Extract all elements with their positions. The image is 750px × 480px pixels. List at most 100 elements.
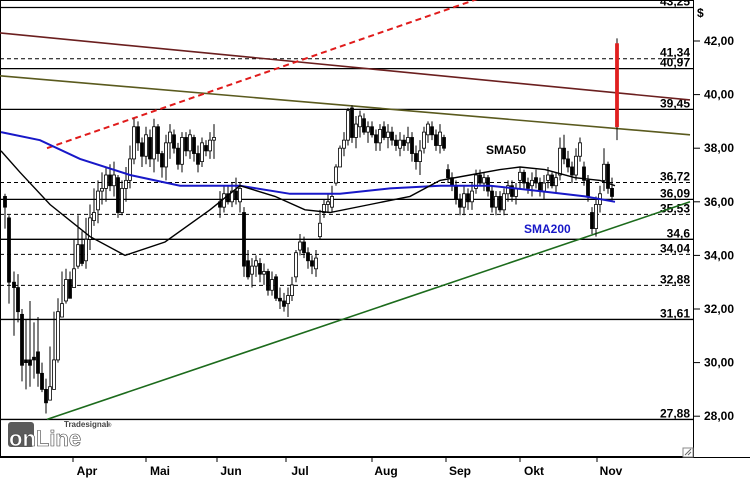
candle-body — [550, 174, 554, 187]
candle-body — [24, 359, 28, 364]
candle-body — [566, 158, 570, 168]
candle-body — [482, 177, 486, 184]
candle-body — [184, 137, 188, 152]
x-tick-label: Nov — [600, 464, 623, 478]
candle-body — [570, 166, 574, 176]
candle-body — [590, 212, 594, 230]
candle-body — [180, 137, 184, 165]
trend-line-dashed-red — [46, 0, 478, 150]
candle-body — [438, 131, 442, 146]
trend-line-support — [46, 201, 691, 421]
candle-body — [594, 204, 598, 229]
candle-body — [418, 150, 422, 163]
candle-body — [44, 388, 48, 404]
candle-body — [522, 171, 526, 184]
candle-body — [274, 276, 278, 299]
candle-body — [132, 126, 136, 160]
candle-body — [498, 196, 502, 211]
sma50-label: SMA50 — [486, 143, 526, 157]
price-levels: 43,2541,3440,9739,4536,7236,0935,5334,63… — [0, 0, 693, 420]
candle-body — [582, 166, 586, 181]
candle-body — [172, 134, 176, 149]
candle-body — [136, 126, 140, 144]
svg-text:Tradesignal: Tradesignal — [64, 420, 108, 429]
candle-body — [434, 134, 438, 146]
candle-body — [358, 115, 362, 128]
trend-line-resistance-lower — [0, 75, 691, 136]
y-tick-label: 36,00 — [704, 195, 734, 209]
candle-body — [386, 131, 390, 138]
candle-body — [490, 190, 494, 208]
candle-body — [586, 179, 590, 197]
candle-body — [20, 313, 24, 366]
candle-body — [454, 185, 458, 200]
candle-body — [502, 193, 506, 211]
candle-body — [52, 359, 56, 390]
candle-body — [72, 268, 76, 288]
candle-body — [88, 217, 92, 240]
x-tick-label: Apr — [77, 464, 98, 478]
y-tick-label: 42,00 — [704, 34, 734, 48]
candle-body — [152, 126, 156, 160]
candle-body — [342, 139, 346, 149]
candle-body — [615, 43, 619, 128]
candle-body — [506, 185, 510, 195]
candle-body — [168, 131, 172, 144]
candle-body — [578, 142, 582, 157]
candle-body — [538, 182, 542, 192]
candle-body — [402, 139, 406, 146]
level-label: 32,88 — [660, 272, 690, 286]
candle-body — [262, 271, 266, 275]
candle-body — [128, 158, 132, 181]
candle-body — [462, 193, 466, 208]
candle-body — [286, 295, 290, 305]
candle-body — [238, 187, 242, 203]
tradesignal-logo: Tradesignal ® onLine — [8, 420, 112, 451]
candle-body — [48, 386, 52, 401]
candle-body — [458, 198, 462, 208]
candle-body — [120, 187, 124, 213]
level-label: 40,97 — [660, 56, 690, 70]
candle-body — [414, 153, 418, 162]
candle-body — [378, 129, 382, 144]
x-axis-ticks: Apr Mai Jun Jul Aug Sep Okt Nov — [72, 457, 623, 478]
candle-body — [534, 177, 538, 184]
candle-body — [574, 155, 578, 176]
candle-body — [104, 174, 108, 189]
candle-body — [7, 217, 11, 283]
candle-body — [294, 252, 298, 278]
candle-body — [310, 260, 314, 267]
sma200-line — [0, 131, 616, 203]
resize-grip-icon[interactable] — [682, 447, 694, 458]
sma200-label: SMA200 — [524, 222, 571, 236]
candlesticks — [3, 38, 619, 414]
candle-body — [144, 134, 148, 157]
candle-body — [442, 137, 446, 149]
x-tick-label: Jun — [220, 464, 241, 478]
candle-body — [350, 107, 354, 138]
level-label: 36,72 — [660, 170, 690, 184]
candle-body — [36, 351, 40, 374]
candle-body — [494, 196, 498, 208]
candle-body — [12, 281, 16, 288]
candle-body — [204, 145, 208, 152]
candle-body — [518, 171, 522, 181]
candle-body — [314, 257, 318, 270]
x-tick-label: Okt — [524, 464, 544, 478]
candle-body — [306, 252, 310, 262]
candle-body — [234, 190, 238, 200]
candle-body — [246, 260, 250, 278]
candle-body — [84, 238, 88, 262]
candle-body — [212, 137, 216, 141]
candle-body — [200, 142, 204, 162]
trend-line-resistance-upper — [0, 32, 691, 101]
candle-body — [546, 174, 550, 181]
candle-body — [124, 179, 128, 189]
candle-body — [278, 297, 282, 302]
candle-body — [60, 303, 64, 318]
candle-body — [188, 134, 192, 152]
candle-body — [112, 174, 116, 187]
candle-body — [486, 177, 490, 192]
candle-body — [510, 185, 514, 197]
candle-body — [116, 177, 120, 213]
